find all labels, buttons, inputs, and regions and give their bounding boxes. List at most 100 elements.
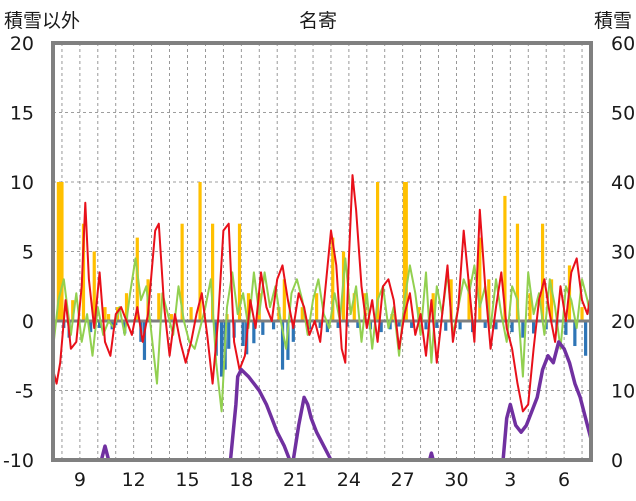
data-bar: [424, 321, 428, 330]
data-bar: [157, 293, 161, 321]
data-bar: [56, 182, 60, 321]
right-tick-label: 40: [611, 172, 635, 194]
data-bar: [103, 307, 107, 321]
data-bar: [573, 321, 577, 347]
left-tick-label: 5: [22, 242, 34, 264]
data-bar: [580, 307, 584, 321]
data-bar: [521, 321, 525, 338]
data-bar: [397, 321, 401, 327]
data-bar: [356, 321, 360, 328]
left-tick-label: 20: [10, 33, 34, 55]
data-bar: [291, 321, 295, 342]
data-bar: [410, 321, 414, 328]
data-bar: [227, 321, 231, 349]
data-bar: [549, 279, 554, 321]
data-bar: [241, 321, 245, 347]
data-bar: [528, 293, 532, 321]
data-bar: [402, 182, 407, 321]
left-tick-label: 0: [22, 311, 34, 333]
data-bar: [431, 293, 435, 321]
left-tick-label: -5: [15, 381, 34, 403]
left-tick-label: 15: [10, 103, 34, 125]
data-bar: [180, 223, 184, 321]
right-axis-label: 積雪: [594, 10, 632, 32]
data-bar: [458, 321, 462, 330]
data-bar: [71, 300, 75, 321]
data-bar: [106, 314, 111, 321]
data-bar: [261, 321, 265, 335]
x-tick-label: 30: [444, 469, 468, 491]
data-bar: [219, 321, 224, 377]
plot-frame: [51, 41, 593, 462]
data-bar: [503, 195, 507, 321]
data-bar: [271, 321, 276, 330]
tick-labels: -10 -5 0 5 10 15 20 0 10 20 30 40 50 60 9 12 15 18 21 24 27 3…: [3, 33, 635, 491]
data-bar: [58, 182, 62, 321]
data-bar: [315, 293, 319, 321]
x-tick-label: 21: [283, 469, 307, 491]
data-bar: [352, 293, 356, 321]
chart-title: 名寄: [299, 10, 337, 32]
data-bar: [98, 321, 102, 328]
data-bar: [331, 237, 335, 321]
data-bar: [483, 321, 487, 328]
right-tick-label: 0: [611, 450, 623, 472]
left-tick-label: 10: [10, 172, 34, 194]
line-series: [52, 174, 593, 462]
left-axis-label: 積雪以外: [4, 10, 80, 32]
data-bar: [478, 237, 482, 321]
data-bar: [515, 223, 520, 321]
x-tick-label: 12: [122, 469, 146, 491]
data-bar: [282, 279, 286, 321]
data-bar: [237, 223, 242, 321]
data-bar: [467, 279, 471, 321]
plot-border: [51, 41, 593, 462]
data-bar: [318, 321, 322, 328]
right-tick-label: 10: [611, 381, 635, 403]
data-bar: [510, 321, 514, 333]
right-tick-label: 20: [611, 311, 635, 333]
data-bar: [532, 321, 536, 334]
data-bar: [435, 321, 439, 328]
data-bar: [564, 321, 568, 335]
data-bar: [169, 314, 173, 321]
x-tick-label: 9: [74, 469, 86, 491]
x-tick-label: 15: [175, 469, 199, 491]
series-line-snow_depth: [53, 340, 593, 462]
data-bar: [379, 321, 383, 333]
x-tick-label: 27: [391, 469, 415, 491]
left-tick-label: -10: [3, 450, 34, 472]
data-bar: [494, 321, 498, 330]
data-bar: [81, 223, 86, 321]
data-bar: [246, 293, 251, 321]
data-bar: [404, 182, 408, 321]
data-bar: [375, 182, 380, 321]
data-bar: [336, 321, 340, 328]
data-bar: [198, 182, 202, 321]
data-bar: [449, 279, 453, 321]
bar-series: [56, 182, 588, 377]
right-tick-label: 60: [611, 33, 635, 55]
data-bar: [60, 182, 64, 321]
data-bar: [252, 321, 256, 344]
data-bar: [444, 321, 448, 331]
data-bar: [325, 321, 329, 333]
right-tick-label: 30: [611, 242, 635, 264]
data-bar: [211, 223, 215, 321]
series-line-temperature: [52, 174, 592, 413]
data-bar: [92, 251, 96, 321]
data-bar: [124, 293, 129, 321]
data-bar: [286, 321, 290, 360]
data-bar: [584, 321, 588, 356]
data-bar: [189, 307, 193, 321]
data-bar: [487, 279, 491, 321]
right-tick-label: 50: [611, 103, 635, 125]
x-tick-label: 24: [337, 469, 361, 491]
x-tick-label: 18: [229, 469, 253, 491]
x-tick-label: 3: [504, 469, 516, 491]
data-bar: [300, 307, 304, 321]
data-bar: [280, 321, 285, 370]
x-tick-label: 6: [558, 469, 570, 491]
